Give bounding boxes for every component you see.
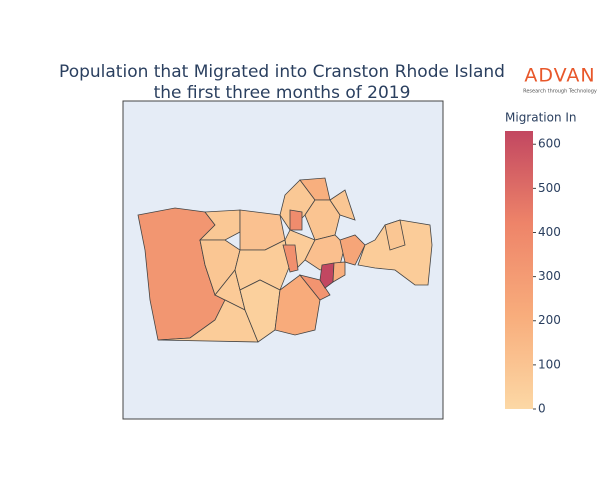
regions [137,177,433,343]
colorbar-tick-label: 200 [538,313,561,327]
region [357,219,433,286]
colorbar-tick-label: 400 [538,225,561,239]
colorbar [505,131,533,409]
colorbar-title: Migration In [505,111,577,125]
colorbar-tick-label: 300 [538,269,561,283]
colorbar-tick-label: 500 [538,181,561,195]
region [339,234,366,266]
chart-title: Population that Migrated into Cranston R… [59,62,505,82]
logo-tagline: Research through Technology [523,89,597,95]
colorbar-tick-label: 600 [538,137,561,151]
region [282,244,299,273]
region [289,209,303,231]
colorbar-tick-label: 100 [538,357,561,371]
region [332,261,346,283]
region [319,262,335,289]
region [298,274,331,301]
chart-title: the first three months of 2019 [154,83,411,103]
region [384,219,406,251]
region [329,189,356,221]
logo: ADVAN [524,65,595,87]
colorbar-tick-label: 0 [538,402,546,416]
